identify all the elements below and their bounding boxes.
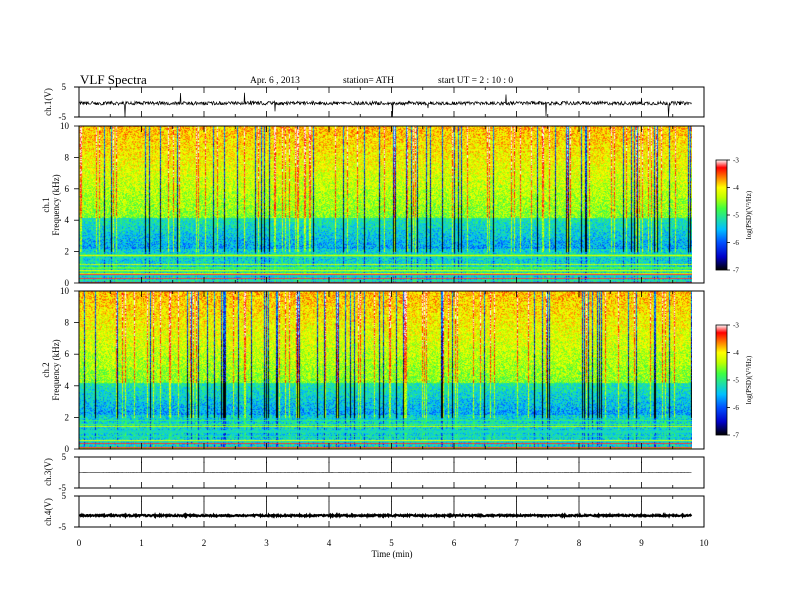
frequency-tick-label: 6 bbox=[65, 349, 70, 359]
frequency-tick-label: 8 bbox=[65, 318, 70, 328]
frequency-tick-label: 8 bbox=[65, 152, 70, 162]
time-tick-label: 3 bbox=[264, 538, 269, 548]
ch1-x-ticks bbox=[78, 87, 705, 117]
colorbar-tick-label: -7 bbox=[733, 267, 739, 275]
waveform-line bbox=[78, 92, 692, 118]
ch1-ytick-bottom: -5 bbox=[59, 112, 67, 122]
frequency-tick-label: 6 bbox=[65, 184, 70, 194]
spectrogram-raster bbox=[79, 291, 692, 449]
ch1-waveform-trace bbox=[78, 92, 692, 118]
ch4-waveform-ylabel: ch.4(V) bbox=[43, 498, 53, 526]
colorbar-tick-label: -3 bbox=[733, 157, 739, 165]
time-tick-label: 6 bbox=[452, 538, 457, 548]
frequency-tick-label: 2 bbox=[65, 247, 70, 257]
ch4-x-ticks bbox=[78, 496, 705, 527]
ch4-waveform-trace bbox=[78, 501, 693, 520]
ch2-spectrogram-panel: 0 2 4 6 8 10 ch.2 Frequency (kHz) -3 -4 -5 -6 -7 … bbox=[41, 286, 753, 454]
frequency-tick-label: 4 bbox=[65, 381, 70, 391]
time-tick-label: 4 bbox=[327, 538, 332, 548]
ch2-colorbar: -3 -4 -5 -6 -7 log(PSD)(V²/Hz) bbox=[715, 322, 753, 440]
frequency-tick-label: 0 bbox=[65, 444, 70, 454]
colorbar-tick-label: -7 bbox=[733, 432, 739, 440]
ch2-colorbar-gradient bbox=[716, 325, 727, 435]
frequency-tick-label: 10 bbox=[60, 286, 70, 296]
ch1-ytick-top: 5 bbox=[62, 82, 67, 92]
colorbar-tick-label: -5 bbox=[733, 212, 739, 220]
figure-title: VLF Spectra bbox=[80, 72, 147, 87]
ch1-colorbar-ticks: -3 -4 -5 -6 -7 bbox=[727, 157, 739, 275]
start-time-label: start UT = 2 : 10 : 0 bbox=[438, 76, 513, 86]
ch2-colorbar-ticks: -3 -4 -5 -6 -7 bbox=[727, 322, 739, 440]
ch2-y-ticks: 0 2 4 6 8 10 bbox=[60, 286, 79, 454]
ch1-spectrogram-image bbox=[79, 126, 692, 283]
ch1-spectrogram-panel: 0 2 4 6 8 10 ch.1 Frequency (kHz) -3 -4 -5 -6 -7 … bbox=[41, 121, 753, 288]
colorbar-tick-label: -5 bbox=[733, 377, 739, 385]
ch4-ytick-bottom: -5 bbox=[59, 522, 67, 532]
spectrogram-raster bbox=[79, 126, 692, 283]
date-label: Apr. 6 , 2013 bbox=[250, 76, 300, 86]
colorbar-tick-label: -4 bbox=[733, 349, 739, 357]
ch1-x-ticks bbox=[78, 126, 705, 283]
frequency-tick-label: 4 bbox=[65, 215, 70, 225]
waveform-line bbox=[78, 512, 693, 520]
ch2-colorbar-label: log(PSD)(V²/Hz) bbox=[745, 355, 753, 404]
time-tick-label: 9 bbox=[639, 538, 644, 548]
colorbar-tick-label: -3 bbox=[733, 322, 739, 330]
ch4-waveform-panel: 5 -5 ch.4(V) bbox=[43, 491, 705, 532]
time-axis-label: Time (min) bbox=[372, 549, 413, 559]
ch1-frequency-ylabel: Frequency (kHz) bbox=[51, 174, 61, 235]
ch2-spectrogram-image bbox=[79, 291, 692, 449]
time-tick-label: 2 bbox=[202, 538, 207, 548]
time-tick-label: 8 bbox=[577, 538, 582, 548]
ch1-channel-label: ch.1 bbox=[41, 197, 51, 212]
colorbar-tick-label: -4 bbox=[733, 184, 739, 192]
time-tick-label: 10 bbox=[700, 538, 710, 548]
ch1-colorbar-gradient bbox=[716, 160, 727, 270]
ch3-waveform-ylabel: ch.3(V) bbox=[43, 458, 53, 486]
ch2-frequency-ylabel: Frequency (kHz) bbox=[51, 339, 61, 400]
ch3-ytick-bottom: -5 bbox=[59, 483, 67, 493]
frequency-tick-label: 0 bbox=[65, 278, 70, 288]
ch3-x-ticks bbox=[78, 457, 705, 488]
time-tick-label: 1 bbox=[139, 538, 144, 548]
ch3-waveform-panel: 5 -5 ch.3(V) bbox=[43, 452, 705, 493]
ch1-waveform-ylabel: ch.1(V) bbox=[43, 88, 53, 116]
ch1-y-ticks: 0 2 4 6 8 10 bbox=[60, 121, 79, 288]
colorbar-tick-label: -6 bbox=[733, 404, 739, 412]
ch1-colorbar-label: log(PSD)(V²/Hz) bbox=[745, 190, 753, 239]
ch2-x-ticks bbox=[78, 291, 705, 449]
ch1-colorbar: -3 -4 -5 -6 -7 log(PSD)(V²/Hz) bbox=[715, 157, 753, 275]
colorbar-tick-label: -6 bbox=[733, 239, 739, 247]
time-tick-label: 7 bbox=[514, 538, 519, 548]
ch1-waveform-panel: 5 -5 ch.1(V) bbox=[43, 82, 705, 122]
frequency-tick-label: 10 bbox=[60, 121, 70, 131]
frequency-tick-label: 2 bbox=[65, 412, 70, 422]
ch4-ytick-top: 5 bbox=[62, 491, 67, 501]
ch3-ytick-top: 5 bbox=[62, 452, 67, 462]
ch3-waveform-trace bbox=[78, 461, 692, 473]
time-axis-tick-labels: 0 1 2 3 4 5 6 7 8 9 10 bbox=[77, 538, 709, 548]
station-label: station= ATH bbox=[343, 76, 394, 86]
time-tick-label: 5 bbox=[389, 538, 394, 548]
ch2-channel-label: ch.2 bbox=[41, 362, 51, 377]
time-tick-label: 0 bbox=[77, 538, 82, 548]
